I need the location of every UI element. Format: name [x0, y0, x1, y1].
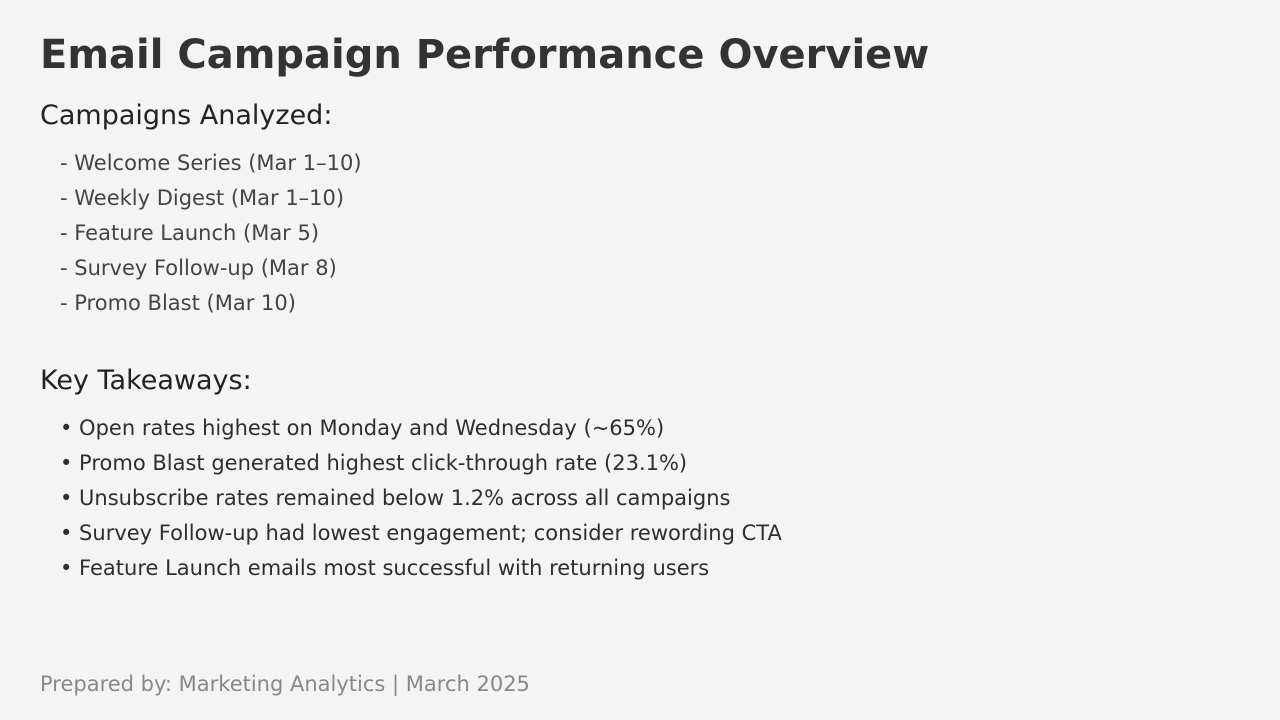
campaign-item: - Welcome Series (Mar 1–10): [60, 151, 362, 175]
takeaway-item: • Survey Follow-up had lowest engagement…: [60, 521, 782, 545]
page-title: Email Campaign Performance Overview: [40, 32, 930, 78]
footer-credit: Prepared by: Marketing Analytics | March…: [40, 672, 530, 696]
takeaway-item: • Promo Blast generated highest click-th…: [60, 451, 688, 475]
takeaways-heading: Key Takeaways:: [40, 365, 252, 396]
campaign-item: - Weekly Digest (Mar 1–10): [60, 186, 345, 210]
takeaway-list: • Open rates highest on Monday and Wedne…: [60, 411, 782, 586]
campaign-item: - Survey Follow-up (Mar 8): [60, 256, 337, 280]
takeaway-item: • Feature Launch emails most successful …: [60, 556, 710, 580]
campaigns-heading: Campaigns Analyzed:: [40, 100, 333, 131]
campaign-list: - Welcome Series (Mar 1–10) - Weekly Dig…: [60, 146, 362, 321]
campaign-item: - Feature Launch (Mar 5): [60, 221, 320, 245]
takeaway-item: • Open rates highest on Monday and Wedne…: [60, 416, 665, 440]
campaign-item: - Promo Blast (Mar 10): [60, 291, 296, 315]
takeaway-item: • Unsubscribe rates remained below 1.2% …: [60, 486, 731, 510]
